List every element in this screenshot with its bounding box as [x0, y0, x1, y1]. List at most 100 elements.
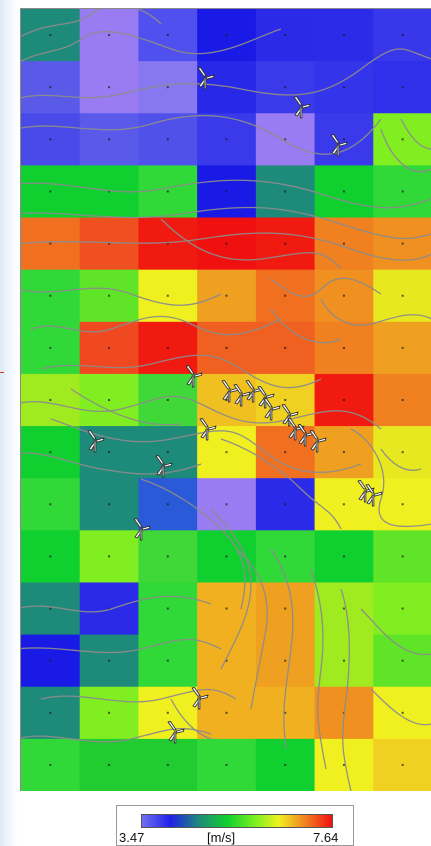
- grid-point: [342, 763, 345, 766]
- grid-point: [49, 555, 52, 558]
- grid-point: [166, 138, 169, 141]
- grid-point: [49, 503, 52, 506]
- grid-point: [284, 659, 287, 662]
- map-canvas[interactable]: [21, 9, 431, 791]
- legend-min-label: 3.47: [119, 830, 145, 845]
- grid-point: [108, 503, 111, 506]
- grid-point: [342, 607, 345, 610]
- grid-point: [401, 555, 404, 558]
- grid-point: [166, 34, 169, 37]
- grid-point: [108, 138, 111, 141]
- grid-point: [49, 711, 52, 714]
- grid-point: [284, 399, 287, 401]
- grid-point: [108, 711, 111, 714]
- grid-point: [401, 294, 404, 297]
- grid-point: [166, 607, 169, 610]
- grid-point: [49, 399, 52, 401]
- grid-point: [401, 346, 404, 349]
- grid-points: [49, 34, 404, 766]
- grid-point: [342, 659, 345, 662]
- grid-point: [49, 659, 52, 662]
- grid-point: [49, 451, 52, 454]
- grid-point: [284, 242, 287, 245]
- grid-point: [401, 503, 404, 506]
- legend-max-label: 7.64: [313, 830, 339, 845]
- grid-point: [401, 242, 404, 245]
- wind-resource-map[interactable]: [20, 8, 431, 791]
- grid-point: [401, 190, 404, 193]
- grid-point: [49, 294, 52, 297]
- grid-point: [49, 346, 52, 349]
- grid-point: [166, 346, 169, 349]
- grid-point: [225, 451, 228, 454]
- grid-point: [342, 503, 345, 506]
- grid-point: [284, 503, 287, 506]
- edge-marker: [0, 372, 4, 373]
- grid-point: [401, 763, 404, 766]
- left-edge-fade: [0, 0, 18, 846]
- grid-point: [342, 190, 345, 193]
- grid-point: [166, 242, 169, 245]
- grid-point: [284, 555, 287, 558]
- grid-point: [49, 34, 52, 37]
- grid-point: [166, 659, 169, 662]
- grid-point: [342, 138, 345, 141]
- grid-point: [342, 399, 345, 401]
- grid-point: [166, 711, 169, 714]
- grid-point: [401, 711, 404, 714]
- grid-point: [166, 399, 169, 401]
- grid-point: [49, 763, 52, 766]
- grid-point: [108, 346, 111, 349]
- grid-point: [401, 86, 404, 89]
- grid-point: [108, 399, 111, 401]
- grid-point: [342, 34, 345, 37]
- grid-point: [166, 555, 169, 558]
- grid-point: [166, 763, 169, 766]
- grid-point: [225, 190, 228, 193]
- grid-point: [225, 346, 228, 349]
- grid-point: [49, 190, 52, 193]
- grid-point: [108, 242, 111, 245]
- grid-point: [108, 555, 111, 558]
- grid-point: [166, 451, 169, 454]
- grid-point: [284, 138, 287, 141]
- grid-point: [225, 399, 228, 401]
- grid-point: [108, 190, 111, 193]
- grid-point: [284, 607, 287, 610]
- grid-point: [108, 451, 111, 454]
- grid-point: [401, 399, 404, 401]
- grid-point: [49, 138, 52, 141]
- grid-point: [401, 607, 404, 610]
- grid-point: [284, 711, 287, 714]
- grid-point: [342, 555, 345, 558]
- legend-unit-label: [m/s]: [207, 830, 236, 845]
- grid-point: [166, 190, 169, 193]
- grid-point: [401, 34, 404, 37]
- grid-point: [225, 763, 228, 766]
- grid-point: [49, 86, 52, 89]
- grid-point: [342, 86, 345, 89]
- color-scale-bar: [141, 814, 333, 828]
- grid-point: [225, 34, 228, 37]
- grid-point: [49, 242, 52, 245]
- grid-point: [284, 763, 287, 766]
- grid-point: [108, 34, 111, 37]
- grid-point: [225, 86, 228, 89]
- grid-point: [401, 659, 404, 662]
- grid-point: [108, 86, 111, 89]
- grid-point: [225, 503, 228, 506]
- grid-point: [342, 451, 345, 454]
- grid-point: [342, 242, 345, 245]
- grid-point: [284, 190, 287, 193]
- grid-point: [284, 86, 287, 89]
- grid-point: [225, 607, 228, 610]
- grid-point: [401, 138, 404, 141]
- grid-point: [401, 451, 404, 454]
- grid-point: [284, 34, 287, 37]
- grid-point: [108, 763, 111, 766]
- grid-point: [108, 294, 111, 297]
- grid-point: [225, 659, 228, 662]
- grid-point: [108, 659, 111, 662]
- grid-point: [225, 555, 228, 558]
- grid-point: [342, 346, 345, 349]
